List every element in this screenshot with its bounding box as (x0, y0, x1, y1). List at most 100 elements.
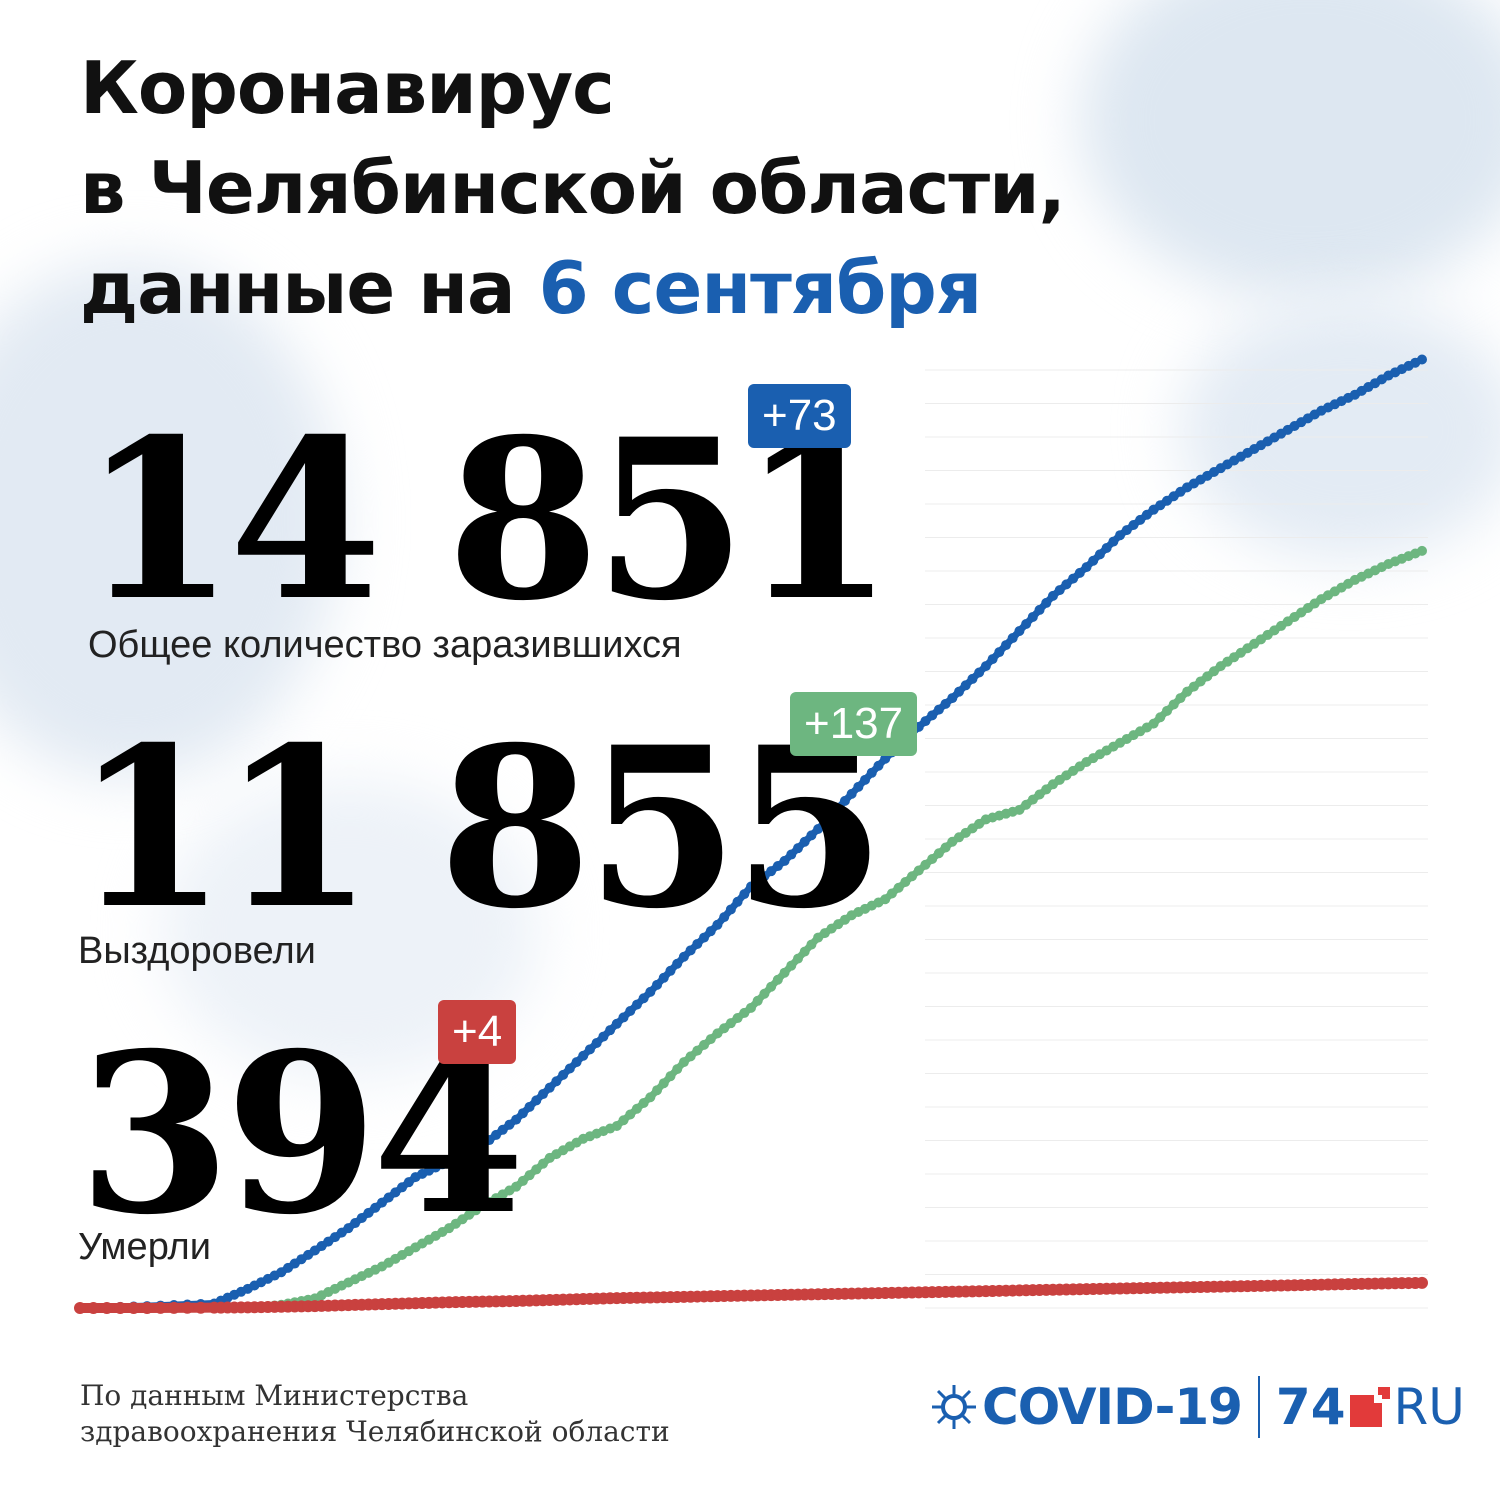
data-point (100, 1302, 113, 1314)
recovered-value: 11 855 (74, 698, 886, 957)
title-date: 6 сентября (538, 246, 982, 330)
data-point (524, 1170, 535, 1181)
data-point (980, 661, 991, 672)
data-point (517, 1175, 528, 1186)
data-point (531, 1095, 542, 1106)
data-point (779, 967, 790, 978)
data-point (806, 939, 817, 950)
data-point (799, 836, 810, 847)
data-point (1054, 585, 1065, 596)
data-point (638, 1097, 649, 1108)
site-number: 74 (1275, 1378, 1346, 1436)
data-point (672, 958, 683, 969)
covid-logo-text: COVID-19 (982, 1378, 1243, 1436)
data-point (1155, 712, 1166, 723)
data-point (933, 704, 944, 715)
total-cases-delta-badge: +73 (748, 384, 851, 448)
data-point (578, 1050, 589, 1061)
data-point (940, 842, 951, 853)
data-point (652, 1085, 663, 1096)
data-point (766, 981, 777, 992)
data-point (1021, 618, 1032, 629)
data-point (544, 1082, 555, 1093)
data-point (611, 1120, 622, 1131)
deaths-delta-badge: +4 (438, 1000, 517, 1064)
recovered-label: Выздоровели (78, 930, 316, 972)
data-point (1061, 579, 1072, 590)
data-point (739, 889, 750, 900)
data-point (584, 1044, 595, 1055)
data-point (551, 1076, 562, 1087)
data-point (141, 1302, 154, 1314)
data-point (786, 849, 797, 860)
data-point (685, 1051, 696, 1062)
data-point (1094, 549, 1105, 560)
data-point (947, 693, 958, 704)
recovered-delta-badge: +137 (790, 692, 918, 756)
data-point (960, 680, 971, 691)
data-point (974, 667, 985, 678)
data-point (967, 673, 978, 684)
data-point (792, 843, 803, 854)
data-point (558, 1069, 569, 1080)
data-point (806, 830, 817, 841)
data-point (658, 1078, 669, 1089)
data-point (1074, 567, 1085, 578)
data-point (154, 1301, 167, 1314)
data-point (746, 1002, 756, 1013)
data-source-note: По данным Министерства здравоохранения Ч… (80, 1379, 670, 1448)
data-point (524, 1101, 535, 1112)
data-point (873, 760, 884, 771)
data-point (1101, 542, 1112, 553)
data-point (712, 919, 723, 930)
data-point (886, 888, 897, 899)
data-point (564, 1063, 575, 1074)
data-point (759, 988, 770, 999)
data-point (927, 854, 938, 865)
data-point (672, 1064, 683, 1075)
data-point (665, 1071, 676, 1082)
logo-divider (1257, 1376, 1260, 1438)
data-point (1027, 611, 1038, 622)
data-point (537, 1158, 548, 1169)
data-point (954, 686, 965, 697)
data-point (74, 1302, 86, 1314)
data-point (699, 1039, 710, 1050)
data-point (1168, 699, 1179, 710)
data-point (598, 1031, 609, 1042)
data-point (705, 1034, 716, 1045)
data-point (1175, 693, 1186, 704)
data-point (839, 795, 850, 806)
data-point (853, 781, 864, 792)
data-point (772, 974, 783, 985)
data-point (913, 865, 924, 876)
data-point (900, 877, 911, 888)
data-point (638, 993, 649, 1004)
data-point (987, 654, 998, 665)
data-point (833, 802, 844, 813)
data-point (1417, 354, 1427, 365)
data-point (752, 995, 763, 1006)
data-point (940, 698, 951, 709)
data-point (1041, 597, 1052, 608)
data-point (194, 1301, 207, 1314)
data-point (618, 1012, 629, 1023)
data-point (1068, 573, 1079, 584)
data-point (625, 1109, 636, 1120)
data-point (813, 824, 824, 834)
data-point (678, 1057, 689, 1068)
data-point (1014, 626, 1025, 637)
data-point (631, 1103, 642, 1114)
data-point (531, 1164, 542, 1175)
data-point (511, 1114, 522, 1125)
total-cases-label: Общее количество заразившихся (88, 624, 682, 666)
data-point (692, 1045, 703, 1056)
data-point (860, 774, 871, 785)
data-point (1007, 633, 1018, 644)
data-point (1417, 545, 1427, 556)
data-point (685, 945, 696, 956)
data-point (1088, 555, 1099, 566)
data-point (994, 647, 1005, 658)
data-point (880, 894, 891, 905)
site-suffix: RU (1393, 1378, 1465, 1436)
